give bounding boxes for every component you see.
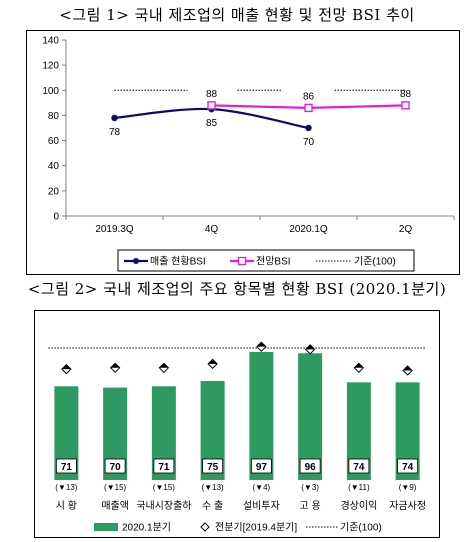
- chart2-category-label: 시 황: [56, 500, 77, 512]
- chart1-current-label: 85: [206, 118, 218, 129]
- chart2-value-label: 70: [110, 462, 122, 473]
- chart1-legend-current-marker: [133, 258, 139, 264]
- chart1-x-tick-label: 2020.1Q: [289, 224, 328, 235]
- chart1-y-tick-label: 40: [48, 161, 60, 172]
- chart2-value-label: 96: [305, 462, 317, 473]
- chart2-prev-marker-fill: [256, 342, 266, 347]
- chart2-value-box: [55, 458, 77, 474]
- chart2-category-label: 자금사정: [389, 500, 426, 512]
- chart1-current-point: [111, 114, 118, 122]
- chart1-outlook-point: [304, 103, 313, 113]
- chart2-prev-marker-fill: [403, 365, 413, 371]
- chart2-change-label: (▼9): [399, 483, 417, 492]
- chart2-legend-current-swatch: [94, 523, 118, 531]
- chart2-value-label: 75: [207, 462, 219, 473]
- chart1-legend-outlook-marker: [237, 256, 247, 266]
- chart2-legend-prev-marker: [200, 522, 210, 532]
- chart2-category-label: 설비투자: [243, 500, 280, 512]
- figure1-line-chart: 0 20 40 60 80 100 120 140 2019.3Q 4Q 2020.1Q 2Q 78 85…: [26, 30, 460, 275]
- chart2-value-box: [153, 458, 175, 474]
- chart2-value-box: [397, 458, 419, 474]
- chart1-x-tick-label: 2Q: [399, 224, 413, 235]
- chart2-value-label: 74: [402, 462, 414, 473]
- chart1-y-tick-label: 20: [48, 186, 60, 197]
- chart2-prev-marker-fill: [354, 363, 364, 368]
- chart1-legend: [117, 249, 415, 272]
- chart1-frame: [26, 30, 460, 275]
- chart2-change-label: (▼15): [153, 483, 175, 492]
- chart2-frame: [34, 310, 440, 538]
- chart2-value-box: [250, 458, 272, 474]
- chart2-category-label: 매출액: [101, 500, 129, 512]
- chart2-legend-baseline-label: 기준(100): [340, 522, 382, 534]
- chart2-value-label: 71: [61, 462, 73, 473]
- figure2-bar-chart: 71 (▼13) 시 황 70 (▼15) 매출액 71 (▼15) 국내시장출하 75 (▼13)…: [34, 310, 440, 538]
- chart1-x-tick-label: 2019.3Q: [95, 224, 134, 235]
- chart1-y-tick-label: 120: [42, 61, 59, 72]
- chart2-legend-current-label: 2020.1분기: [122, 522, 171, 534]
- chart2-change-label: (▼13): [202, 483, 224, 492]
- chart2-value-box: [348, 458, 370, 474]
- chart2-value-box: [104, 458, 126, 474]
- chart2-prev-marker-fill: [305, 344, 315, 350]
- chart2-change-label: (▼4): [253, 483, 271, 492]
- chart1-current-label: 78: [109, 127, 121, 138]
- chart2-prev-marker-fill: [208, 359, 218, 364]
- chart2-value-label: 71: [158, 462, 170, 473]
- chart2-value-box: [202, 458, 224, 474]
- chart2-prev-marker-fill: [110, 363, 120, 368]
- chart1-y-tick-label: 60: [48, 136, 60, 147]
- chart1-outlook-label: 88: [206, 89, 218, 100]
- chart1-outlook-label: 86: [303, 91, 315, 102]
- chart1-legend-baseline-label: 기준(100): [354, 256, 396, 268]
- chart2-category-label: 국내시장출하: [136, 499, 191, 512]
- chart1-legend-current-label: 매출 현황BSI: [150, 256, 206, 268]
- chart1-current-point: [305, 124, 312, 132]
- chart2-change-label: (▼11): [348, 483, 370, 492]
- chart1-y-tick-label: 0: [53, 212, 59, 223]
- chart2-value-box: [299, 458, 321, 474]
- chart2-category-label: 고 용: [300, 500, 321, 512]
- chart1-legend-outlook-label: 전망BSI: [256, 256, 291, 268]
- chart1-y-tick-label: 80: [48, 111, 60, 122]
- chart1-current-label: 70: [303, 137, 315, 148]
- chart2-category-label: 경상이익: [340, 499, 377, 512]
- chart1-y-tick-label: 140: [42, 36, 59, 47]
- chart1-y-tick-label: 100: [42, 86, 59, 97]
- chart2-change-label: (▼15): [104, 483, 126, 492]
- figure2-title: <그림 2> 국내 제조업의 주요 항목별 현황 BSI (2020.1분기): [27, 280, 447, 298]
- chart2-prev-marker-fill: [159, 363, 169, 368]
- chart2-change-label: (▼13): [55, 483, 77, 492]
- chart2-value-label: 97: [256, 462, 268, 473]
- chart1-outlook-label: 88: [400, 89, 412, 100]
- chart2-value-label: 74: [353, 462, 365, 473]
- chart1-outlook-point: [207, 101, 216, 110]
- chart2-change-label: (▼3): [301, 483, 319, 492]
- chart2-category-label: 수 출: [202, 500, 223, 512]
- chart2-prev-marker-fill: [61, 364, 71, 370]
- chart1-x-tick-label: 4Q: [205, 224, 219, 235]
- figure1-title: <그림 1> 국내 제조업의 매출 현황 및 전망 BSI 추이: [59, 6, 415, 24]
- chart1-outlook-point: [401, 101, 410, 110]
- chart2-legend-prev-label: 전분기[2019.4분기]: [215, 522, 297, 534]
